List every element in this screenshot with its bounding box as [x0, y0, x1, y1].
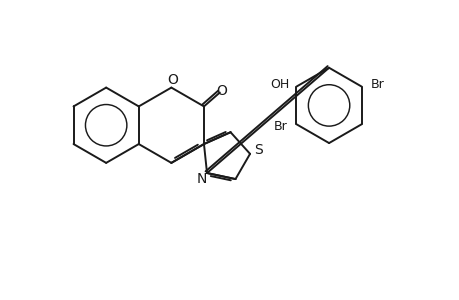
Text: S: S: [254, 143, 263, 157]
Text: Br: Br: [370, 78, 384, 91]
Text: OH: OH: [269, 78, 289, 91]
Text: Br: Br: [273, 120, 287, 133]
Text: N: N: [196, 172, 207, 186]
Text: O: O: [216, 84, 227, 98]
Text: O: O: [167, 73, 178, 87]
